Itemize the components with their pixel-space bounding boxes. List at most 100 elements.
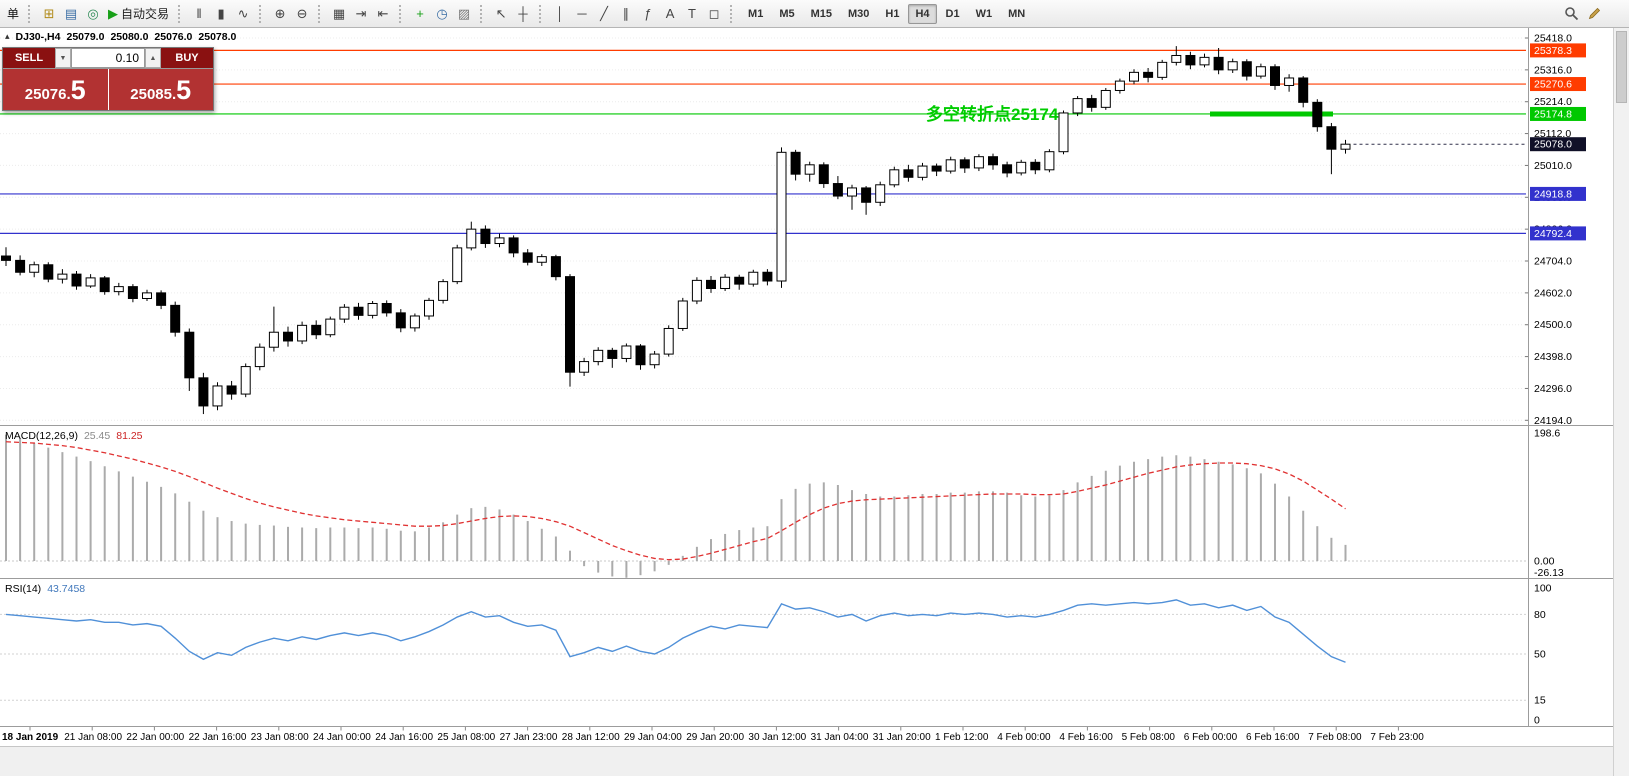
sell-price-button[interactable]: 25076. 5	[3, 69, 108, 110]
candlestick-chart-button-glyph: ▮	[217, 5, 225, 21]
panel-collapse-arrow[interactable]: ▴	[5, 31, 10, 41]
candle-body	[170, 304, 181, 333]
timeframe-button-m1[interactable]: M1	[748, 7, 764, 20]
candle-body	[240, 366, 251, 395]
timeframe-group: M1 M5 M15 M30 H1 H4 D1 W1 MN	[740, 3, 1033, 24]
channel-button[interactable]: ∥	[615, 3, 637, 25]
volume-increase-button[interactable]: ▲	[145, 48, 161, 68]
trendline-button[interactable]: ╱	[593, 3, 615, 25]
price-badge	[1530, 77, 1586, 92]
shapes-button-glyph: ◻	[708, 5, 720, 21]
chart-canvas[interactable]: 25418.025316.025214.025112.025010.024908…	[0, 28, 1613, 746]
auto-trading-button-glyph: ▶	[108, 5, 119, 21]
candle-body	[268, 331, 279, 348]
candle-body	[381, 302, 392, 314]
time-axis-label: 18 Jan 2019	[2, 732, 59, 743]
auto-scroll-button[interactable]: ⇥	[350, 3, 372, 25]
line-chart-button[interactable]: ∿	[232, 3, 254, 25]
time-axis-label: 23 Jan 08:00	[251, 732, 309, 743]
indicators-button[interactable]: +	[409, 3, 431, 25]
candle-body	[1030, 161, 1041, 171]
label-button[interactable]: T	[681, 3, 703, 25]
horizontal-line-button[interactable]: ─	[571, 3, 593, 25]
tile-windows-button[interactable]: ▦	[328, 3, 350, 25]
search-button[interactable]	[1560, 3, 1583, 25]
buy-price-button[interactable]: 25085. 5	[108, 69, 213, 110]
fibonacci-button[interactable]: ƒ	[637, 3, 659, 25]
candle-body	[226, 385, 237, 395]
periods-button[interactable]: ◷	[431, 3, 453, 25]
auto-scroll-button-glyph: ⇥	[355, 5, 367, 21]
timeframe-button-h1[interactable]: H1	[885, 7, 900, 20]
candle-body	[889, 169, 900, 186]
timeframe-button-d1[interactable]: D1	[945, 7, 960, 20]
time-axis-label: 29 Jan 04:00	[624, 732, 682, 743]
price-badge-label: 24792.4	[1534, 228, 1572, 240]
candle-body	[1129, 71, 1139, 82]
bars-chart-button-glyph: ‖	[196, 6, 202, 21]
volume-decrease-button[interactable]: ▼	[55, 48, 71, 68]
sell-price-main: 25076.	[24, 86, 71, 103]
channel-button-glyph: ∥	[622, 5, 630, 21]
zoom-in-button-glyph: ⊕	[274, 5, 286, 21]
horizontal-line-button-glyph: ─	[577, 6, 587, 21]
zoom-out-button[interactable]: ⊖	[291, 3, 313, 25]
candle-body	[480, 228, 491, 245]
crosshair-button[interactable]: ┼	[512, 3, 534, 25]
menu-remnant-label: 单	[7, 7, 20, 21]
toolbar-grip	[259, 4, 264, 23]
chart-shift-button[interactable]: ⇤	[372, 3, 394, 25]
candle-body	[663, 327, 674, 355]
volume-input[interactable]: 0.10	[71, 48, 145, 68]
bars-chart-button[interactable]: ‖	[188, 3, 210, 25]
candle-body	[593, 349, 604, 363]
timeframe-button-w1[interactable]: W1	[975, 7, 993, 20]
candlestick-chart-button[interactable]: ▮	[210, 3, 232, 25]
candle-body	[1199, 56, 1210, 66]
vertical-scrollbar[interactable]	[1613, 28, 1629, 776]
price-badge-label: 25378.3	[1534, 45, 1572, 57]
candle-body	[198, 377, 209, 407]
time-axis-label: 31 Jan 20:00	[873, 732, 931, 743]
candle-body	[635, 345, 646, 366]
navigator-icon[interactable]: ◎	[82, 3, 104, 25]
time-axis-label: 7 Feb 08:00	[1308, 732, 1362, 743]
cursor-button[interactable]: ↖	[490, 3, 512, 25]
candle-body	[353, 306, 364, 316]
new-order-icon[interactable]: ⊞	[38, 3, 60, 25]
timeframe-button-mn[interactable]: MN	[1008, 7, 1026, 20]
cursor-button-glyph: ↖	[495, 5, 507, 21]
scrollbar-thumb[interactable]	[1616, 31, 1627, 103]
rsi-name: RSI(14)	[5, 583, 42, 595]
sell-button[interactable]: SELL	[3, 48, 55, 68]
zoom-in-button[interactable]: ⊕	[269, 3, 291, 25]
toolbar-button-group: 单 ⊞ ▤ ◎ ▶ 自动交易 ‖ ▮ ∿ ⊕ ⊖ ▦ ⇥ ⇤ + ◷ ▨ ↖ ┼ │ ─ ╱ ∥ ƒ A T ◻	[3, 3, 740, 25]
candle-body	[1171, 54, 1182, 63]
time-axis-label: 30 Jan 12:00	[748, 732, 806, 743]
axis-label: 24296.0	[1534, 383, 1572, 395]
chart-info: ▴ DJ30-,H4 25079.0 25080.0 25076.0 25078…	[5, 31, 236, 43]
vertical-line-button[interactable]: │	[549, 3, 571, 25]
timeframe-button-m5[interactable]: M5	[779, 7, 795, 20]
auto-trading-button[interactable]: ▶ 自动交易	[104, 3, 173, 25]
axis-label: 25112.0	[1534, 128, 1571, 140]
candle-body	[466, 228, 477, 249]
candle-body	[1284, 77, 1295, 86]
templates-button[interactable]: ▨	[453, 3, 475, 25]
buy-button[interactable]: BUY	[161, 48, 213, 68]
candle-body	[142, 292, 152, 299]
charts-icon[interactable]: ▤	[60, 3, 82, 25]
candle-body	[748, 271, 759, 285]
timeframe-button-m30[interactable]: M30	[848, 7, 870, 20]
candle-body	[1213, 56, 1224, 71]
time-axis-label: 4 Feb 16:00	[1059, 732, 1113, 743]
candle-body	[297, 324, 308, 342]
axis-label: 24398.0	[1534, 351, 1572, 363]
timeframe-button-h4[interactable]: H4	[908, 3, 937, 24]
timeframe-button-m15[interactable]: M15	[810, 7, 832, 20]
shapes-button[interactable]: ◻	[703, 3, 725, 25]
text-button[interactable]: A	[659, 3, 681, 25]
candle-body	[452, 247, 463, 283]
candle-body	[1086, 98, 1097, 108]
quick-edit-button[interactable]	[1583, 3, 1606, 25]
